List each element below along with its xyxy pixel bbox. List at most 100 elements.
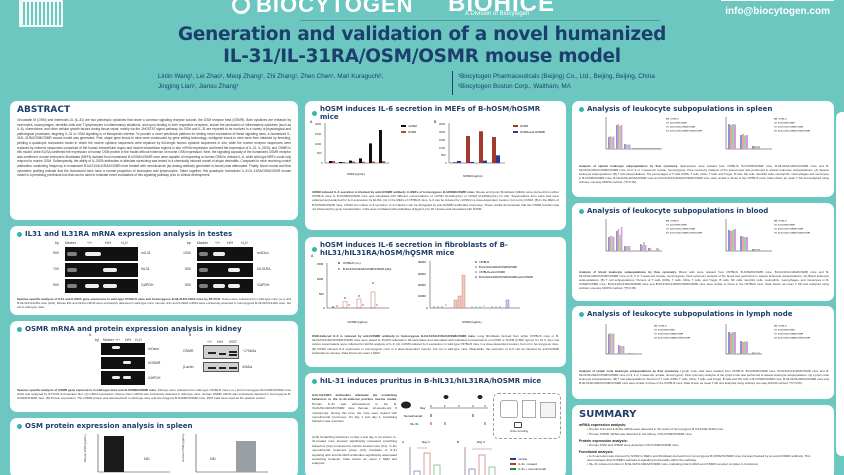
svg-text:C57BL/6: C57BL/6 xyxy=(670,221,679,223)
pruritus-text-2: (A-B) Scratching behaviors on day 1 and … xyxy=(312,435,397,466)
lymph-leukocyte-chart-b: C57BL/6 B-hOSM/hOSMR B-hIL31/hIL31RA/hOS… xyxy=(725,324,810,355)
western-blot-osmr xyxy=(203,345,239,359)
svg-text:ND: ND xyxy=(210,456,216,461)
mef-chart-b: B 2500 2000 1500 1000 500 0 hOSM hOSM+anti-hO… xyxy=(434,120,545,178)
svg-text:hOSM (ng/mL): hOSM (ng/mL) xyxy=(462,320,482,324)
svg-text:mOSM (ng/mL): mOSM (ng/mL) xyxy=(347,320,368,324)
fibro-chart-a: A 1500 1000 500 0 C57BL/6 (+/+) B-hIL31/hIL… xyxy=(311,254,391,324)
testes-caption: Species-specific analysis of IL31 and IL… xyxy=(17,297,291,310)
svg-text:Day 1: Day 1 xyxy=(422,440,430,444)
biocytogen-logo: BIOCYTOGEN xyxy=(232,0,414,18)
svg-text:1000: 1000 xyxy=(315,142,322,146)
section-heading: Analysis of leukocyte subpopulations in … xyxy=(579,105,827,113)
abstract-heading: ABSTRACT xyxy=(17,105,71,115)
gel-gapdh-right xyxy=(197,279,253,293)
svg-text:C57BL/6+anti-hOSMR: C57BL/6+anti-hOSMR xyxy=(479,270,505,274)
svg-text:B-hIL31/hIL31RA/hOSM/hOSMR: B-hIL31/hIL31RA/hOSM/hOSMR xyxy=(658,337,690,340)
svg-text:500: 500 xyxy=(319,292,324,296)
section-heading: Analysis of leukocyte subpopulations in … xyxy=(579,207,827,215)
spleen-leukocyte-chart-b: C57BL/6 B-hOSM/hOSMR B-hIL31/hIL31RA/hOS… xyxy=(725,117,810,150)
testes-panel: IL31 and IL31RA mRNA expression analysis… xyxy=(10,226,298,315)
kidney-caption: Species-specific analysis of OSMR gene e… xyxy=(17,388,291,401)
logo-circle-icon xyxy=(232,0,250,14)
svg-text:hOSM (ng/mL): hOSM (ng/mL) xyxy=(463,174,483,178)
affiliations: ¹Biocytogen Pharmaceuticals (Beijing) Co… xyxy=(458,73,655,90)
svg-text:30000: 30000 xyxy=(418,272,426,276)
fibro-caption: OSM-induced IL-6 is reduced by anti-hOSM… xyxy=(312,334,559,355)
contact-email[interactable]: info@biocytogen.com xyxy=(721,0,834,17)
svg-text:C57BL/6 (+/+): C57BL/6 (+/+) xyxy=(343,261,361,265)
human-osm-chart: ND Human OSM (pg/mL) xyxy=(181,433,268,473)
pruritus-text-1: Anti-hIL31RA antibodies attenuate the sc… xyxy=(312,393,397,424)
mef-chart-a: A 2000 1500 1000 500 0 mOSM hOSM OSM (ng/mL) xyxy=(310,120,417,176)
svg-text:A: A xyxy=(311,254,314,258)
mef-panel: hOSM induces IL-6 secretion in MEFs of B… xyxy=(305,101,566,230)
blood-leukocyte-chart-a: C57BL/6 B-hOSM/hOSMR B-hIL31/hIL31RA/hOS… xyxy=(605,219,702,252)
qr-code[interactable] xyxy=(19,0,63,27)
svg-text:3: 3 xyxy=(472,404,474,408)
kidney-panel: OSMR mRNA and protein expression analysi… xyxy=(10,321,298,412)
spleen-leukocyte-chart-a: C57BL/6 B-hOSM/hOSMR B-hIL31/hIL31RA/hOS… xyxy=(605,117,702,150)
biohice-subtitle: A Division of Biocytogen xyxy=(465,11,530,17)
svg-text:B-hIL31/hIL31RA/hOSM/hOSMR: B-hIL31/hIL31RA/hOSM/hOSMR xyxy=(778,130,810,133)
svg-text:40000: 40000 xyxy=(418,260,426,264)
svg-text:B-hIL31/hIL31RA/hOSM/hOSMR+ant: B-hIL31/hIL31RA/hOSM/hOSMR+anti-hOSMR xyxy=(479,275,533,279)
svg-text:0: 0 xyxy=(323,306,325,310)
svg-text:2000: 2000 xyxy=(439,130,446,134)
svg-text:C57BL/6: C57BL/6 xyxy=(658,326,667,328)
gel-mosmr xyxy=(101,343,145,355)
svg-text:B-hIL31/hIL31RA/hOSM/hOSMR: B-hIL31/hIL31RA/hOSM/hOSMR xyxy=(670,130,702,133)
svg-text:OSM (ng/mL): OSM (ng/mL) xyxy=(347,172,365,176)
abstract-panel: ABSTRACT Oncostatin M (OSM) and interleu… xyxy=(10,101,298,220)
biohice-logo: BIOHICE xyxy=(448,0,556,17)
svg-text:Mouse OSM (pg/mL): Mouse OSM (pg/mL) xyxy=(83,434,87,462)
svg-text:B-hIL31/hIL31RA/hOSMR: B-hIL31/hIL31RA/hOSMR xyxy=(670,228,696,231)
svg-text:hOSM+anti-hOSMR: hOSM+anti-hOSMR xyxy=(520,130,545,134)
svg-text:B-hIL31/hIL31RA/hOSM/hOSMR (H/: B-hIL31/hIL31RA/hOSM/hOSMR (H/H) xyxy=(343,267,391,271)
svg-text:B-hOSM/hOSMR: B-hOSM/hOSMR xyxy=(778,123,795,125)
section-heading: OSMR mRNA and protein expression analysi… xyxy=(17,325,291,333)
svg-text:500: 500 xyxy=(441,153,446,157)
pruritus-chart-day1: A Day 1 xyxy=(402,440,441,475)
svg-text:B-hOSM/hOSMR: B-hOSM/hOSMR xyxy=(778,330,795,332)
osm-spleen-panel: OSM protein expression analysis in splee… xyxy=(10,418,298,475)
svg-text:1000: 1000 xyxy=(317,277,324,281)
bullet-icon xyxy=(312,246,317,252)
svg-text:Day: Day xyxy=(420,406,426,410)
bullet-icon xyxy=(312,110,317,116)
gel-gapdh-left xyxy=(65,279,138,293)
svg-text:B: B xyxy=(434,120,437,124)
bullet-icon xyxy=(17,326,22,332)
poster-title: Generation and validation of a novel hum… xyxy=(177,24,667,67)
svg-text:mOSM: mOSM xyxy=(408,124,417,128)
svg-text:1: 1 xyxy=(444,404,446,408)
svg-text:10000: 10000 xyxy=(418,294,426,298)
section-heading: IL31 and IL31RA mRNA expression analysis… xyxy=(17,230,291,238)
svg-text:B-hIL31/hIL31RA/hOSMR: B-hIL31/hIL31RA/hOSMR xyxy=(778,333,804,336)
svg-text:C57BL/6: C57BL/6 xyxy=(778,326,787,328)
svg-text:hIL-31: hIL-31 xyxy=(410,422,419,426)
blood-leukocyte-chart-b: C57BL/6 B-hOSM/hOSMR B-hIL31/hIL31RA/hOS… xyxy=(725,219,810,252)
leuk-spleen-caption: Analysis of splenic leukocyte subpopulat… xyxy=(579,164,829,184)
section-heading: hIL-31 induces pruritus in B-hIL31/hIL31… xyxy=(312,377,559,385)
svg-text:0: 0 xyxy=(321,161,323,165)
summary-panel: SUMMARY mRNA expression analysis: • Huma… xyxy=(572,405,834,475)
svg-text:B-hIL31/hIL31RA/hOSM/hOSMR: B-hIL31/hIL31RA/hOSM/hOSMR xyxy=(778,337,810,340)
leukocyte-lymph-panel: Analysis of leukocyte subpopulations in … xyxy=(572,306,834,399)
section-heading: OSM protein expression analysis in splee… xyxy=(17,422,291,430)
mef-caption: hOSM induced IL-6 secretion is blocked b… xyxy=(312,190,559,211)
svg-text:B-hOSM/hOSMR: B-hOSM/hOSMR xyxy=(670,225,687,227)
section-heading: Analysis of leukocyte subpopulations in … xyxy=(579,310,827,318)
svg-text:B: B xyxy=(412,254,415,258)
lymph-leukocyte-chart-a: C57BL/6 B-hOSM/hOSMR B-hIL31/hIL31RA/hOS… xyxy=(605,324,690,355)
gel-mil31ra xyxy=(197,247,253,261)
svg-text:B-hIL31/hIL31RA/hOSM/hOSMR: B-hIL31/hIL31RA/hOSM/hOSMR xyxy=(670,232,702,235)
bullet-icon xyxy=(579,106,584,112)
gel-hil31ra xyxy=(197,263,253,277)
author-divider xyxy=(452,71,453,95)
bullet-icon xyxy=(312,378,317,384)
western-blot-actin xyxy=(203,362,239,372)
bullet-icon xyxy=(579,311,584,317)
svg-text:B-hOSM/hOSMR: B-hOSM/hOSMR xyxy=(658,330,675,332)
leuk-lymph-caption: Analysis of lymph node leukocyte subpopu… xyxy=(579,369,829,385)
